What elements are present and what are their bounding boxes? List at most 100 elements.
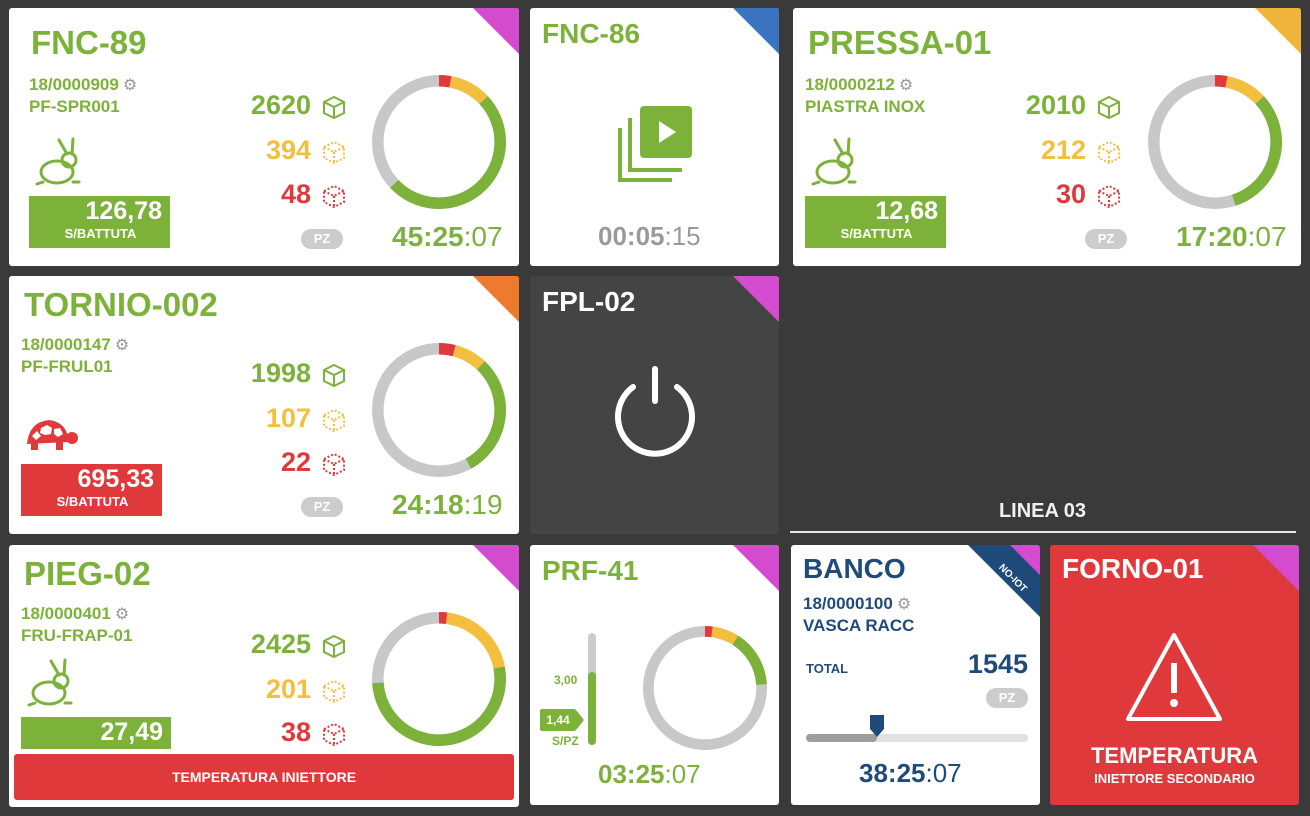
progress-ring	[371, 74, 507, 210]
order-number: 18/0000100	[803, 594, 893, 613]
status-corner	[1253, 545, 1299, 591]
ring-segment-yellow	[445, 612, 505, 669]
status-corner	[733, 276, 779, 322]
warn-count: 212	[1012, 135, 1122, 166]
status-corner	[1255, 8, 1301, 54]
alarm-banner[interactable]: TEMPERATURA INIETTORE	[14, 754, 514, 800]
elapsed-time: 17:20:07	[1176, 221, 1287, 252]
status-corner	[733, 8, 779, 54]
machine-title: FNC-86	[542, 18, 641, 49]
cube-reject-icon	[323, 452, 345, 476]
machine-title: FORNO-01	[1062, 553, 1204, 584]
order-number: 18/0000909	[29, 75, 119, 94]
cube-warn-icon	[323, 679, 345, 703]
part-code: FRU-FRAP-01	[21, 626, 133, 645]
machine-card-prf-41[interactable]: PRF-41 3,00 1,44 S/PZ 03:25:07	[530, 545, 779, 805]
order-info: 18/0000147 ⚙ PF-FRUL01	[21, 334, 129, 377]
machine-card-tornio-002[interactable]: TORNIO-002 18/0000147 ⚙ PF-FRUL01 695,33 …	[9, 276, 519, 534]
part-code: VASCA RACC	[803, 616, 915, 635]
elapsed-time: 45:25:07	[392, 221, 503, 252]
rate-value: 12,68	[875, 197, 938, 225]
good-count: 1998	[237, 358, 347, 389]
machine-title: PRESSA-01	[808, 24, 992, 61]
machine-card-banco[interactable]: NO-IOT BANCO 18/0000100 ⚙ VASCA RACC TOTA…	[791, 545, 1040, 805]
gear-icon[interactable]: ⚙	[114, 606, 130, 623]
order-info: 18/0000100 ⚙ VASCA RACC	[803, 593, 914, 636]
part-code: PIASTRA INOX	[805, 97, 926, 116]
machine-card-fnc-86[interactable]: FNC-86 00:05:15	[530, 8, 779, 266]
gear-icon[interactable]: ⚙	[122, 77, 138, 94]
good-count: 2620	[237, 90, 347, 121]
part-code: PF-SPR001	[29, 97, 120, 116]
ring-segment-yellow	[449, 76, 488, 105]
progress-ring	[1147, 74, 1283, 210]
cube-good-icon	[323, 363, 345, 387]
progress-slider-track	[806, 734, 1028, 742]
rate-value: 126,78	[85, 197, 162, 225]
cycle-rate: 695,33 S/BATTUTA	[21, 464, 162, 516]
total-label: TOTAL	[806, 661, 849, 676]
machine-title: PIEG-02	[24, 555, 151, 592]
machine-card-forno-01[interactable]: FORNO-01 TEMPERATURA INIETTORE SECONDARI…	[1050, 545, 1299, 805]
cube-warn-icon	[323, 408, 345, 432]
cycle-rate: 12,68 S/BATTUTA	[805, 196, 946, 248]
machine-title: FNC-89	[31, 24, 147, 61]
rate-unit: S/BATTUTA	[840, 226, 913, 241]
warn-count: 201	[237, 674, 347, 705]
machine-title: TORNIO-002	[24, 286, 218, 323]
status-corner	[473, 8, 519, 54]
ring-segment-yellow	[452, 345, 485, 370]
machine-card-fpl-02[interactable]: FPL-02	[530, 276, 779, 534]
cycle-gauge-fill	[588, 672, 596, 745]
ring-segment-yellow	[711, 626, 739, 645]
unit-badge: PZ	[986, 688, 1028, 708]
gear-icon[interactable]: ⚙	[898, 77, 914, 94]
cube-reject-icon	[1098, 184, 1120, 208]
turtle-icon	[27, 420, 78, 450]
ring-segment-green	[372, 666, 506, 746]
unit-badge: PZ	[301, 229, 343, 249]
reject-count: 30	[1012, 179, 1122, 210]
ring-segment-red	[438, 74, 452, 88]
unit-badge: PZ	[1085, 229, 1127, 249]
status-corner	[733, 545, 779, 591]
ring-segment-yellow	[1225, 76, 1264, 105]
cycle-rate: 27,49	[21, 717, 171, 749]
ring-segment-red	[438, 342, 456, 357]
unit-badge: PZ	[301, 497, 343, 517]
slider-thumb[interactable]	[868, 713, 886, 739]
progress-ring	[371, 342, 507, 478]
order-info: 18/0000909 ⚙ PF-SPR001	[29, 74, 137, 117]
reject-count: 22	[237, 447, 347, 478]
machine-title: FPL-02	[542, 286, 636, 317]
progress-slider-fill	[806, 734, 878, 742]
machine-card-pieg-02[interactable]: PIEG-02 18/0000401 ⚙ FRU-FRAP-01 27,49 24…	[9, 545, 519, 807]
gauge-value-tag: 1,44	[540, 709, 576, 731]
cube-reject-icon	[323, 184, 345, 208]
cube-reject-icon	[323, 722, 345, 746]
order-info: 18/0000212 ⚙ PIASTRA INOX	[805, 74, 925, 117]
rate-value: 695,33	[77, 465, 154, 493]
machine-card-pressa-01[interactable]: PRESSA-01 18/0000212 ⚙ PIASTRA INOX 12,68…	[793, 8, 1301, 266]
gear-icon[interactable]: ⚙	[896, 596, 912, 613]
cube-good-icon	[323, 95, 345, 119]
reject-count: 38	[237, 717, 347, 748]
progress-ring	[642, 625, 768, 751]
total-value: 1545	[967, 649, 1028, 679]
gauge-value: 1,44	[546, 713, 570, 727]
ring-segment-green	[732, 635, 767, 686]
play-stack-icon	[618, 106, 692, 182]
ring-segment-green	[390, 96, 506, 209]
status-corner	[473, 545, 519, 591]
machine-card-fnc-89[interactable]: FNC-89 18/0000909 ⚙ PF-SPR001 126,78 S/BA…	[9, 8, 519, 266]
rabbit-icon	[27, 658, 73, 707]
gauge-tag-arrow	[576, 710, 584, 730]
gear-icon[interactable]: ⚙	[114, 337, 130, 354]
cube-warn-icon	[323, 140, 345, 164]
elapsed-time: 24:18:19	[392, 489, 503, 520]
warn-count: 394	[237, 135, 347, 166]
order-number: 18/0000401	[21, 604, 111, 623]
cube-warn-icon	[1098, 140, 1120, 164]
order-number: 18/0000212	[805, 75, 895, 94]
ring-segment-green	[1231, 96, 1282, 206]
